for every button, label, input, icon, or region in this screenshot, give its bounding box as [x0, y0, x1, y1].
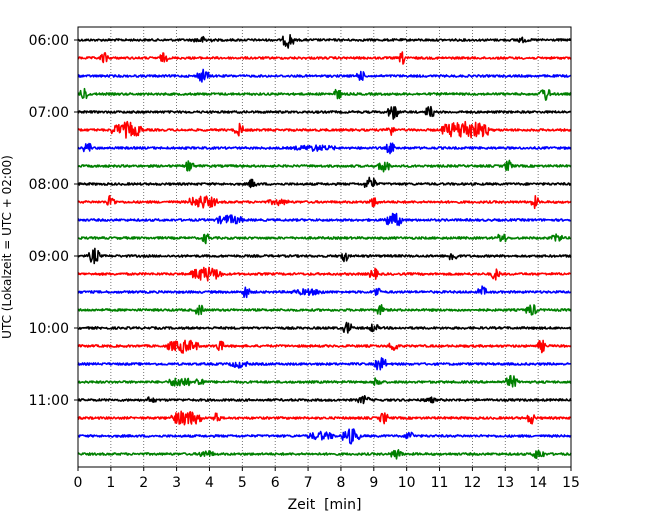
x-tick-label: 4: [205, 475, 214, 491]
x-tick-label: 12: [463, 475, 481, 491]
x-tick-label: 11: [431, 475, 449, 491]
trace-row-0915: [77, 266, 572, 282]
trace-row-0845: [77, 233, 572, 245]
trace-row-0815: [77, 194, 572, 210]
y-axis-ticks: 06:00 07:00 08:00 09:00 10:00 11:00: [29, 33, 78, 409]
trace-row-1015: [77, 339, 572, 354]
x-tick-label: 3: [172, 475, 181, 491]
x-tick-label: 15: [562, 475, 580, 491]
trace-rows: [77, 33, 572, 460]
y-tick-label: 07:00: [29, 105, 69, 121]
trace-row-1130: [77, 428, 572, 445]
trace-row-0730: [77, 142, 572, 155]
y-tick-label: 08:00: [29, 177, 69, 193]
trace-row-0615: [77, 51, 572, 65]
trace-row-0945: [77, 304, 572, 316]
trace-row-0900: [77, 247, 572, 265]
trace-row-0630: [77, 68, 572, 83]
x-tick-label: 13: [496, 475, 514, 491]
trace-row-1045: [77, 374, 572, 388]
trace-row-1100: [77, 395, 572, 405]
y-axis-label: UTC (Lokalzeit = UTC + 02:00): [0, 155, 14, 339]
trace-row-0800: [77, 176, 572, 189]
x-tick-label: 1: [106, 475, 115, 491]
trace-row-0745: [77, 159, 572, 173]
vertical-grid: [110, 27, 539, 467]
trace-row-0930: [77, 285, 572, 299]
y-tick-label: 11:00: [29, 393, 69, 409]
trace-row-1145: [77, 449, 572, 460]
x-tick-label: 6: [271, 475, 280, 491]
x-axis-label: Zeit [min]: [288, 497, 362, 513]
x-tick-label: 2: [139, 475, 148, 491]
x-tick-label: 9: [369, 475, 378, 491]
trace-row-0700: [77, 105, 572, 120]
trace-row-1000: [77, 321, 572, 334]
trace-row-0715: [77, 120, 572, 139]
x-tick-label: 10: [398, 475, 416, 491]
y-tick-label: 09:00: [29, 249, 69, 265]
trace-row-0600: [77, 33, 572, 49]
plot-frame: [77, 26, 572, 468]
x-tick-label: 14: [529, 475, 547, 491]
trace-row-0645: [77, 87, 572, 101]
trace-row-1030: [77, 357, 572, 371]
x-axis-ticks: 0 1 2 3 4 5 6 7 8 9 10 11 12 13 14 15: [74, 467, 580, 491]
x-tick-label: 5: [238, 475, 247, 491]
y-tick-label: 06:00: [29, 33, 69, 49]
trace-row-1115: [77, 410, 572, 426]
trace-row-0830: [77, 212, 572, 227]
x-tick-label: 0: [74, 475, 83, 491]
x-tick-label: 7: [304, 475, 313, 491]
y-tick-label: 10:00: [29, 321, 69, 337]
x-tick-label: 8: [336, 475, 345, 491]
